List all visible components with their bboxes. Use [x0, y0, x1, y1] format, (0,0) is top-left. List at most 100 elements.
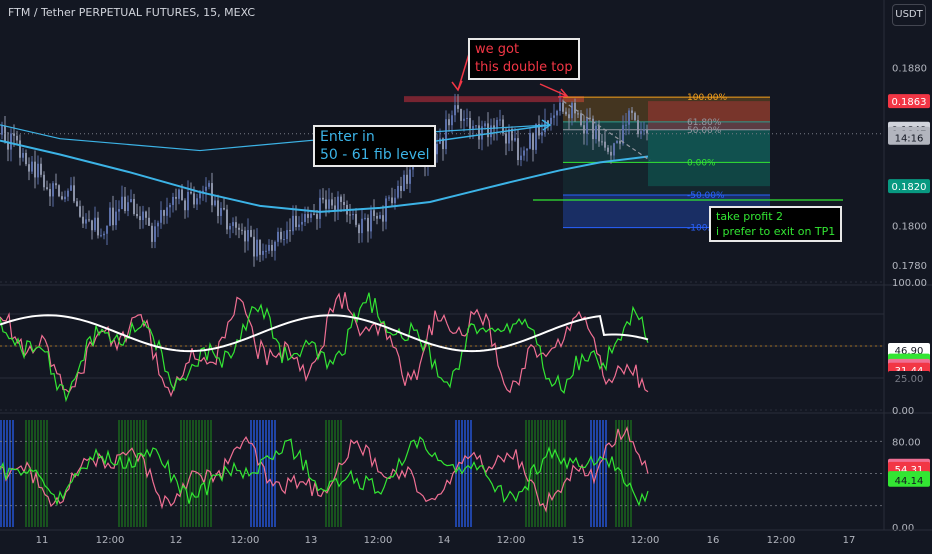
candle-body — [484, 123, 486, 127]
time-tick-label: 12:00 — [231, 535, 260, 546]
candle-body — [64, 196, 66, 200]
candle-body — [88, 219, 90, 221]
candle-body — [256, 239, 258, 257]
candle-body — [601, 141, 603, 143]
candle-body — [229, 225, 231, 230]
candle-body — [547, 120, 549, 125]
candle-body — [205, 186, 207, 191]
candle-body — [340, 196, 342, 202]
oscillator2-value-label: 54.31 — [895, 465, 924, 476]
candle-body — [106, 225, 108, 234]
candle-body — [631, 110, 633, 113]
candle-body — [388, 197, 390, 199]
candle-body — [280, 231, 282, 240]
candle-body — [154, 226, 156, 242]
time-tick-label: 12 — [170, 535, 183, 546]
signal-bar — [118, 420, 120, 527]
candle-body — [355, 214, 357, 225]
fib-zone — [563, 97, 770, 122]
candle-body — [13, 133, 15, 136]
candle-body — [379, 215, 381, 219]
time-tick-label: 12:00 — [497, 535, 526, 546]
candle-body — [142, 211, 144, 221]
candle-body — [277, 231, 279, 242]
candle-body — [613, 143, 615, 156]
candle-body — [451, 115, 453, 126]
candle-body — [622, 125, 624, 144]
candle-body — [184, 200, 186, 211]
candle-body — [190, 191, 192, 194]
candle-body — [358, 224, 360, 234]
candle-body — [76, 201, 78, 207]
candle-body — [607, 147, 609, 152]
candle-body — [610, 151, 612, 156]
candle-body — [250, 230, 252, 237]
candle-body — [16, 135, 18, 141]
signal-bar — [337, 420, 339, 527]
candle-body — [70, 185, 72, 191]
candle-body — [460, 108, 462, 121]
price-label-bg — [888, 130, 930, 145]
candle-body — [37, 163, 39, 178]
candle-body — [382, 215, 384, 222]
candle-body — [1, 125, 3, 135]
candle-body — [625, 124, 627, 126]
candle-body — [316, 214, 318, 219]
candle-body — [646, 129, 648, 134]
candle-body — [487, 123, 489, 138]
signal-bar — [262, 420, 264, 527]
short-position-risk — [648, 101, 770, 130]
candle-body — [637, 120, 639, 135]
candle-body — [163, 210, 165, 216]
candle-body — [187, 191, 189, 211]
candle-body — [364, 217, 366, 219]
candle-body — [454, 105, 456, 116]
time-tick-label: 14 — [438, 535, 451, 546]
candle-body — [214, 200, 216, 206]
candle-body — [40, 163, 42, 175]
time-tick-label: 17 — [843, 535, 856, 546]
fib-level-label: 100.00% — [687, 93, 727, 103]
fib-level-label: -50.00% — [687, 191, 725, 201]
annotation-entry[interactable]: Enter in 50 - 61 fib level — [313, 125, 437, 167]
candle-body — [151, 225, 153, 242]
candle-body — [604, 141, 606, 148]
candle-body — [520, 155, 522, 161]
projection-line — [562, 100, 651, 161]
candle-body — [481, 126, 483, 140]
candle-body — [247, 230, 249, 242]
candle-body — [298, 224, 300, 227]
candle-body — [301, 221, 303, 225]
oscillator-tick-label: 100.00 — [892, 278, 927, 289]
candle-body — [307, 214, 309, 218]
candle-body — [49, 189, 51, 197]
candle-body — [562, 102, 564, 112]
candle-body — [463, 118, 465, 121]
candle-body — [502, 119, 504, 134]
signal-bar — [253, 420, 255, 527]
signal-bar — [28, 420, 30, 527]
candle-body — [586, 117, 588, 134]
arrow-icon — [539, 83, 569, 98]
currency-button[interactable]: USDT — [892, 4, 926, 26]
candle-body — [136, 214, 138, 217]
candle-body — [568, 114, 570, 119]
candle-body — [199, 193, 201, 199]
candle-body — [235, 222, 237, 228]
oscillator2-tick-label: 0.00 — [892, 523, 914, 534]
candle-body — [268, 244, 270, 251]
time-tick-label: 11 — [36, 535, 49, 546]
oscillator-signal-line — [0, 314, 649, 353]
time-tick-label: 12:00 — [631, 535, 660, 546]
candle-body — [328, 199, 330, 209]
candle-body — [505, 133, 507, 144]
oscillator-value-label: 46.90 — [895, 346, 924, 357]
annotation-double-top[interactable]: we got this double top — [468, 38, 580, 80]
annotation-take-profit[interactable]: take profit 2 i prefer to exit on TP1 — [709, 206, 843, 242]
signal-bar — [328, 420, 330, 527]
candle-body — [169, 204, 171, 208]
candle-body — [598, 125, 600, 142]
candle-body — [274, 241, 276, 251]
